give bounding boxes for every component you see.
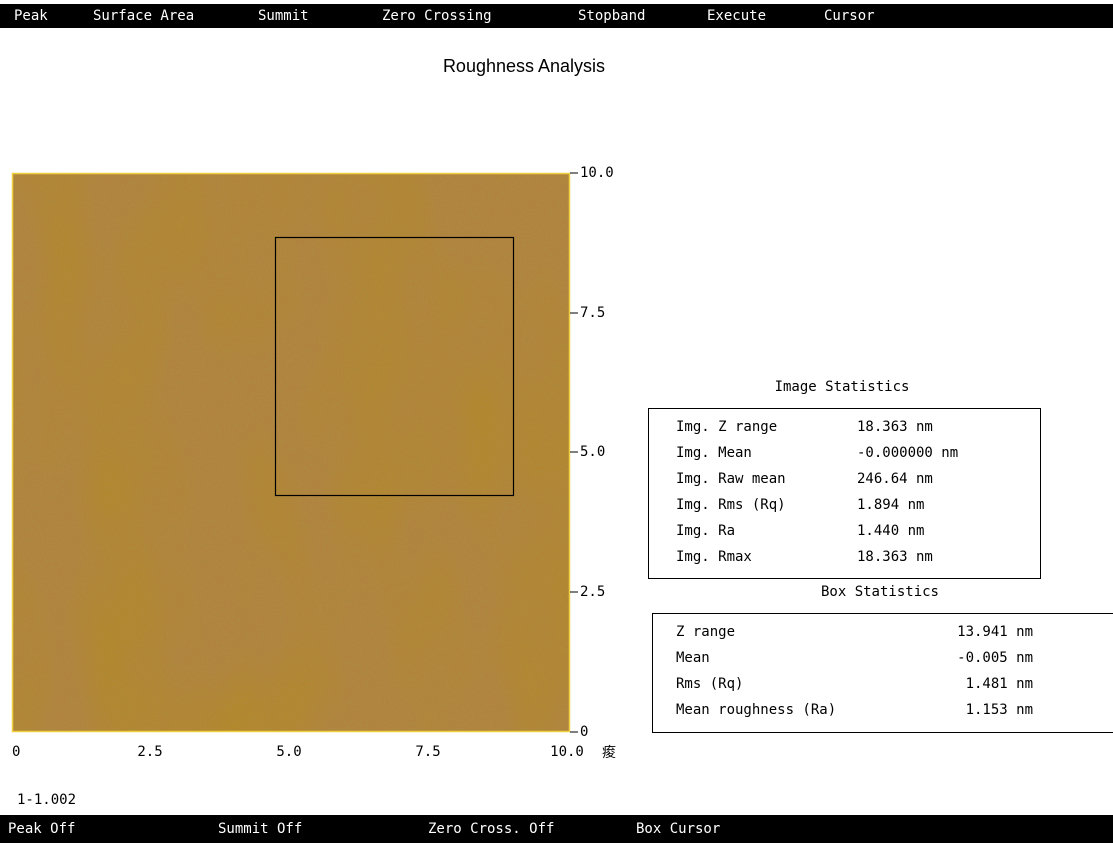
stat-value: 1.440 nm [857, 523, 924, 539]
y-tick-label: 2.5 [580, 584, 605, 600]
stat-value: 1.153 nm [966, 702, 1033, 718]
x-tick-label: 2.5 [137, 744, 162, 760]
x-tick-label: 5.0 [276, 744, 301, 760]
scan-label: 1-1.002 [17, 792, 76, 808]
menu-item[interactable]: Zero Crossing [382, 8, 492, 24]
menu-item[interactable]: Cursor [824, 8, 875, 24]
x-axis-unit: 痠 [602, 745, 616, 761]
stat-value: 18.363 nm [857, 419, 933, 435]
page: body { margin: 0; width: 1113px; height:… [0, 0, 1113, 843]
status-item[interactable]: Summit Off [218, 821, 302, 837]
stat-label: Img. Rms (Rq) [676, 497, 786, 513]
image-stats-title: Image Statistics [775, 379, 910, 395]
x-tick-label: 0 [12, 744, 20, 760]
stat-label: Mean roughness (Ra) [676, 702, 836, 718]
stat-label: Img. Raw mean [676, 471, 786, 487]
title: Roughness Analysis [443, 56, 605, 76]
box-stats-title: Box Statistics [821, 584, 939, 600]
menu-item[interactable]: Surface Area [93, 8, 194, 24]
stat-value: -0.005 nm [957, 650, 1033, 666]
menu-item[interactable]: Summit [258, 8, 309, 24]
menu-item[interactable]: Peak [14, 8, 48, 24]
stat-value: 246.64 nm [857, 471, 933, 487]
stat-value: -0.000000 nm [857, 445, 958, 461]
afm-image [12, 173, 570, 732]
body: {"menu": ["Peak", "Surface Area", "Summi… [0, 0, 1113, 843]
stat-label: Img. Ra [676, 523, 735, 539]
y-tick-label: 10.0 [580, 165, 614, 181]
stat-value: 18.363 nm [857, 549, 933, 565]
menu-item[interactable]: Stopband [578, 8, 645, 24]
stat-value: 1.894 nm [857, 497, 924, 513]
stat-label: Rms (Rq) [676, 676, 743, 692]
status-bar [0, 815, 1113, 843]
status-item[interactable]: Zero Cross. Off [428, 821, 554, 837]
status-item[interactable]: Box Cursor [636, 821, 720, 837]
stat-label: Z range [676, 624, 735, 640]
x-tick-label: 7.5 [415, 744, 440, 760]
stat-label: Mean [676, 650, 710, 666]
stat-value: 1.481 nm [966, 676, 1033, 692]
status-item[interactable]: Peak Off [8, 821, 75, 837]
screen: Peak Surface Area Summit Zero Crossing Stopb… [0, 0, 1113, 843]
menu-item[interactable]: Execute [707, 8, 766, 24]
stat-label: Img. Rmax [676, 549, 752, 565]
stat-label: Img. Z range [676, 419, 777, 435]
stat-value: 13.941 nm [957, 624, 1033, 640]
stat-label: Img. Mean [676, 445, 752, 461]
x-tick-label: 10.0 [550, 744, 584, 760]
y-tick-label: 0 [580, 724, 588, 740]
y-tick-label: 5.0 [580, 444, 605, 460]
y-tick-label: 7.5 [580, 305, 605, 321]
